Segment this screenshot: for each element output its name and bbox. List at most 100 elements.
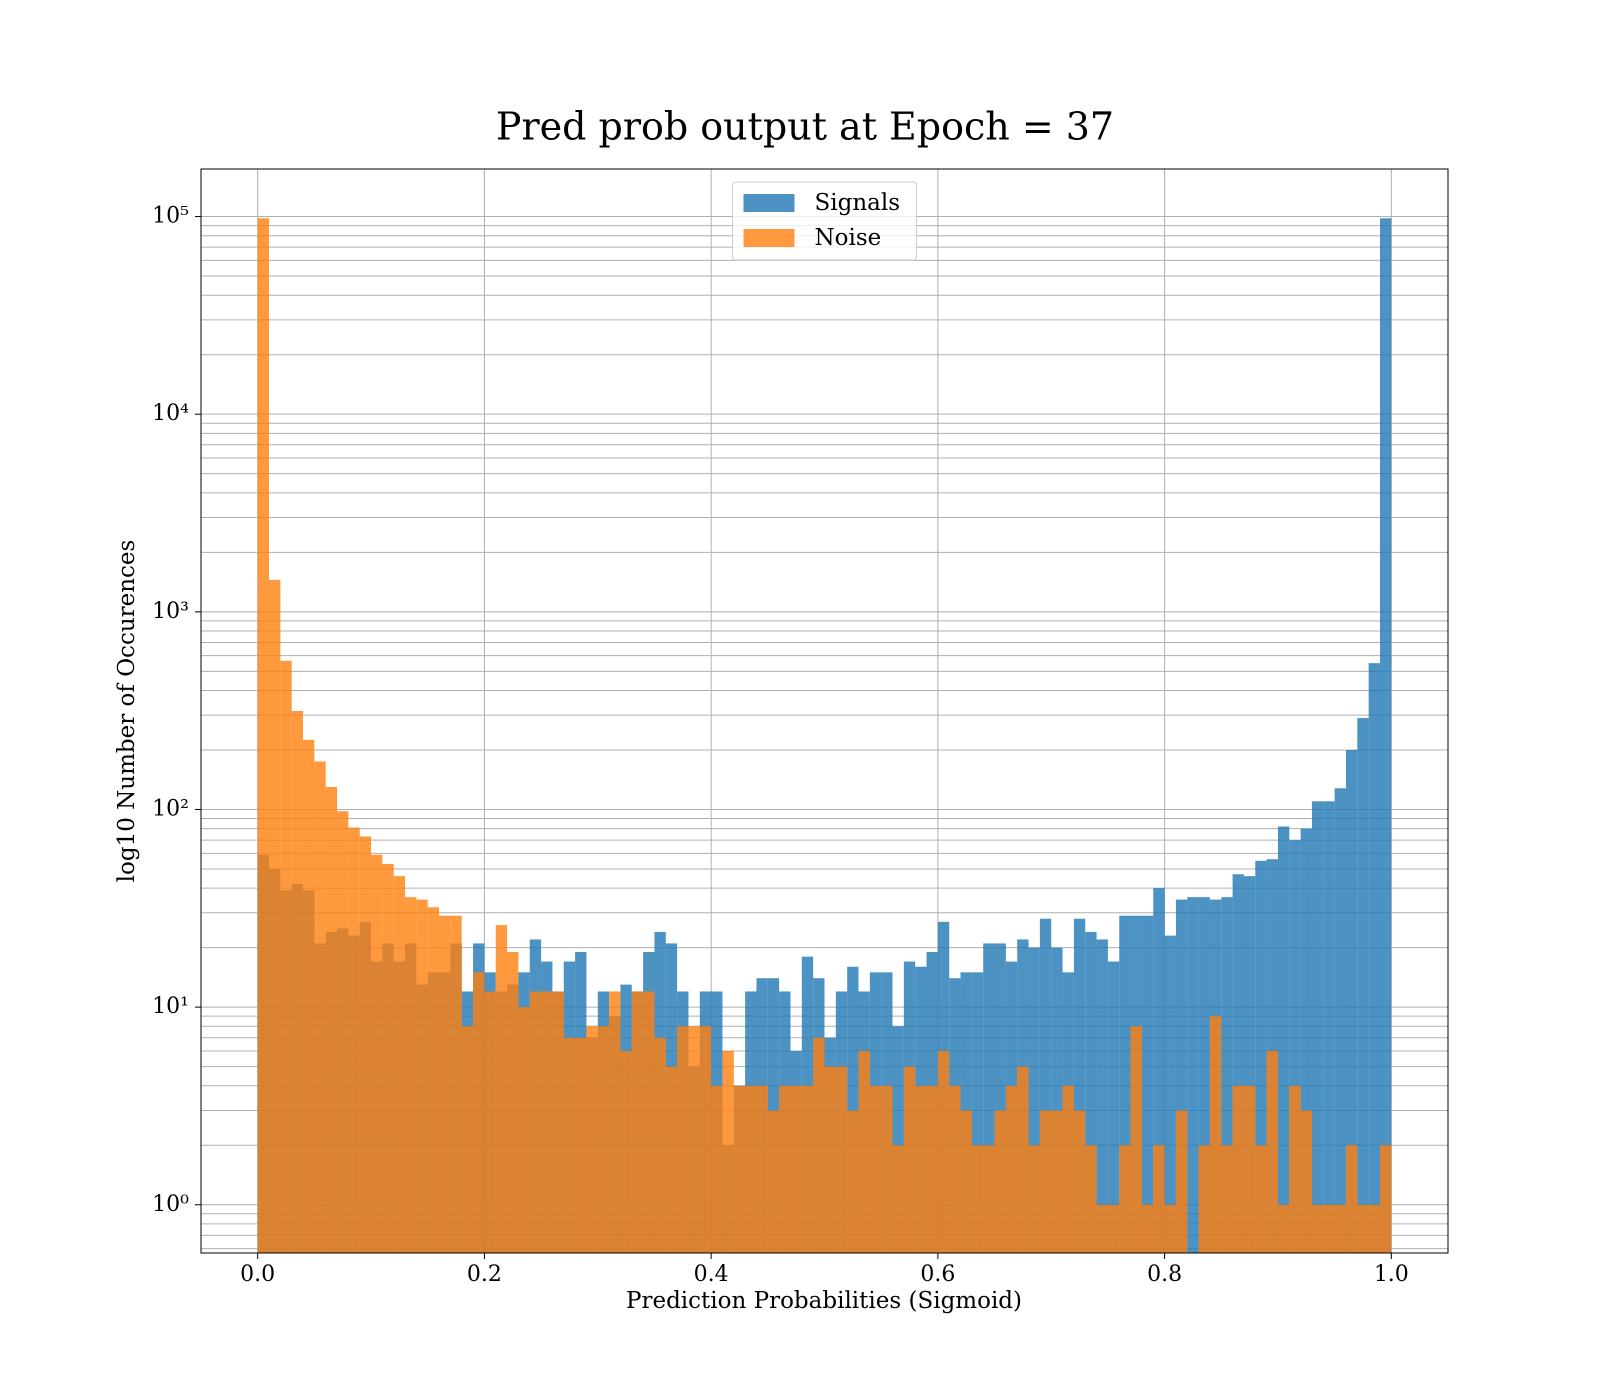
bar xyxy=(1130,1026,1142,1253)
bar xyxy=(983,1145,995,1253)
bar xyxy=(1277,826,1290,1253)
bar xyxy=(779,1085,791,1253)
x-tick-label: 0.2 xyxy=(467,1262,502,1287)
bar xyxy=(1164,935,1176,1253)
bar xyxy=(1028,1145,1040,1253)
bar xyxy=(1198,897,1210,1253)
bar xyxy=(960,1110,972,1253)
bar xyxy=(393,876,406,1253)
bar xyxy=(552,991,564,1253)
bar xyxy=(541,991,553,1253)
bar xyxy=(427,907,440,1253)
bar xyxy=(450,915,462,1253)
bar xyxy=(1379,1145,1392,1253)
bar xyxy=(1232,874,1244,1253)
bar xyxy=(1221,897,1233,1253)
bar xyxy=(314,761,326,1253)
bar xyxy=(1051,1110,1063,1253)
bar xyxy=(337,811,349,1253)
x-tick-label: 0.6 xyxy=(920,1262,955,1287)
bar xyxy=(824,1066,836,1253)
x-axis-label: Prediction Probabilities (Sigmoid) xyxy=(626,1288,1022,1314)
bar xyxy=(892,1145,904,1253)
y-tick-label: 10¹ xyxy=(152,994,189,1019)
bar xyxy=(994,1110,1006,1253)
bar xyxy=(1345,1145,1358,1253)
bar xyxy=(1175,899,1188,1253)
bar xyxy=(473,972,485,1253)
bar xyxy=(1051,947,1063,1253)
bar xyxy=(1289,1085,1301,1253)
series xyxy=(257,218,1392,1254)
bar xyxy=(869,1085,882,1253)
bar xyxy=(1141,1204,1154,1253)
bar xyxy=(291,710,304,1253)
bar xyxy=(597,1026,610,1253)
bar xyxy=(461,1026,474,1253)
bar xyxy=(1119,1145,1131,1253)
bar xyxy=(439,915,451,1253)
bar xyxy=(1153,1145,1165,1253)
bar xyxy=(1289,840,1301,1253)
bar xyxy=(722,1050,734,1253)
bar xyxy=(1300,1110,1312,1253)
legend: Signals Noise xyxy=(732,181,917,261)
bar xyxy=(1334,788,1346,1253)
legend-label: Signals xyxy=(815,190,901,216)
bar xyxy=(1300,828,1312,1253)
bar xyxy=(699,1026,712,1253)
bar xyxy=(1357,1204,1369,1253)
bar xyxy=(507,952,519,1253)
bar xyxy=(269,579,281,1253)
bar xyxy=(1357,718,1369,1253)
bar xyxy=(563,1037,576,1253)
bar xyxy=(767,1110,780,1253)
bar xyxy=(1017,1066,1029,1253)
bar xyxy=(733,1085,746,1253)
bar xyxy=(586,1026,598,1253)
bar xyxy=(1243,876,1256,1253)
bar xyxy=(1255,1145,1267,1253)
bar xyxy=(915,1085,927,1253)
x-tick-label: 1.0 xyxy=(1374,1262,1409,1287)
bar xyxy=(303,739,315,1253)
bar xyxy=(688,1026,700,1253)
bar xyxy=(643,991,655,1253)
bar xyxy=(1107,961,1120,1253)
x-tick-label: 0.0 xyxy=(240,1262,275,1287)
bar xyxy=(1119,915,1131,1253)
bar xyxy=(1096,939,1108,1253)
bar xyxy=(518,1007,530,1253)
x-tick-label: 0.4 xyxy=(694,1262,729,1287)
bar xyxy=(1141,915,1154,1253)
x-tick-label: 0.8 xyxy=(1147,1262,1182,1287)
bar xyxy=(892,1026,904,1253)
bar xyxy=(1073,918,1086,1253)
legend-swatch xyxy=(743,194,795,212)
bar xyxy=(1005,1085,1018,1253)
bar xyxy=(711,1085,723,1253)
bar xyxy=(1255,860,1267,1253)
bar xyxy=(1039,918,1052,1253)
bar xyxy=(609,991,621,1253)
bar xyxy=(529,991,542,1253)
bar xyxy=(1175,1110,1188,1253)
bar xyxy=(1164,1204,1176,1253)
bar xyxy=(1073,1110,1086,1253)
bar xyxy=(971,1145,984,1253)
bar xyxy=(1243,1085,1256,1253)
bar xyxy=(654,1037,666,1253)
bar xyxy=(1368,663,1380,1253)
y-tick-label: 10³ xyxy=(152,599,189,624)
bar xyxy=(1028,947,1040,1253)
bar xyxy=(1379,218,1392,1254)
bar xyxy=(1039,1110,1052,1253)
bar xyxy=(575,1037,587,1253)
bar xyxy=(620,1050,632,1253)
chart-title: Pred prob output at Epoch = 37 xyxy=(496,105,1114,149)
legend-swatch xyxy=(743,229,795,247)
bar xyxy=(1334,1204,1346,1253)
bar xyxy=(1198,1145,1210,1253)
bar xyxy=(1221,1145,1233,1253)
